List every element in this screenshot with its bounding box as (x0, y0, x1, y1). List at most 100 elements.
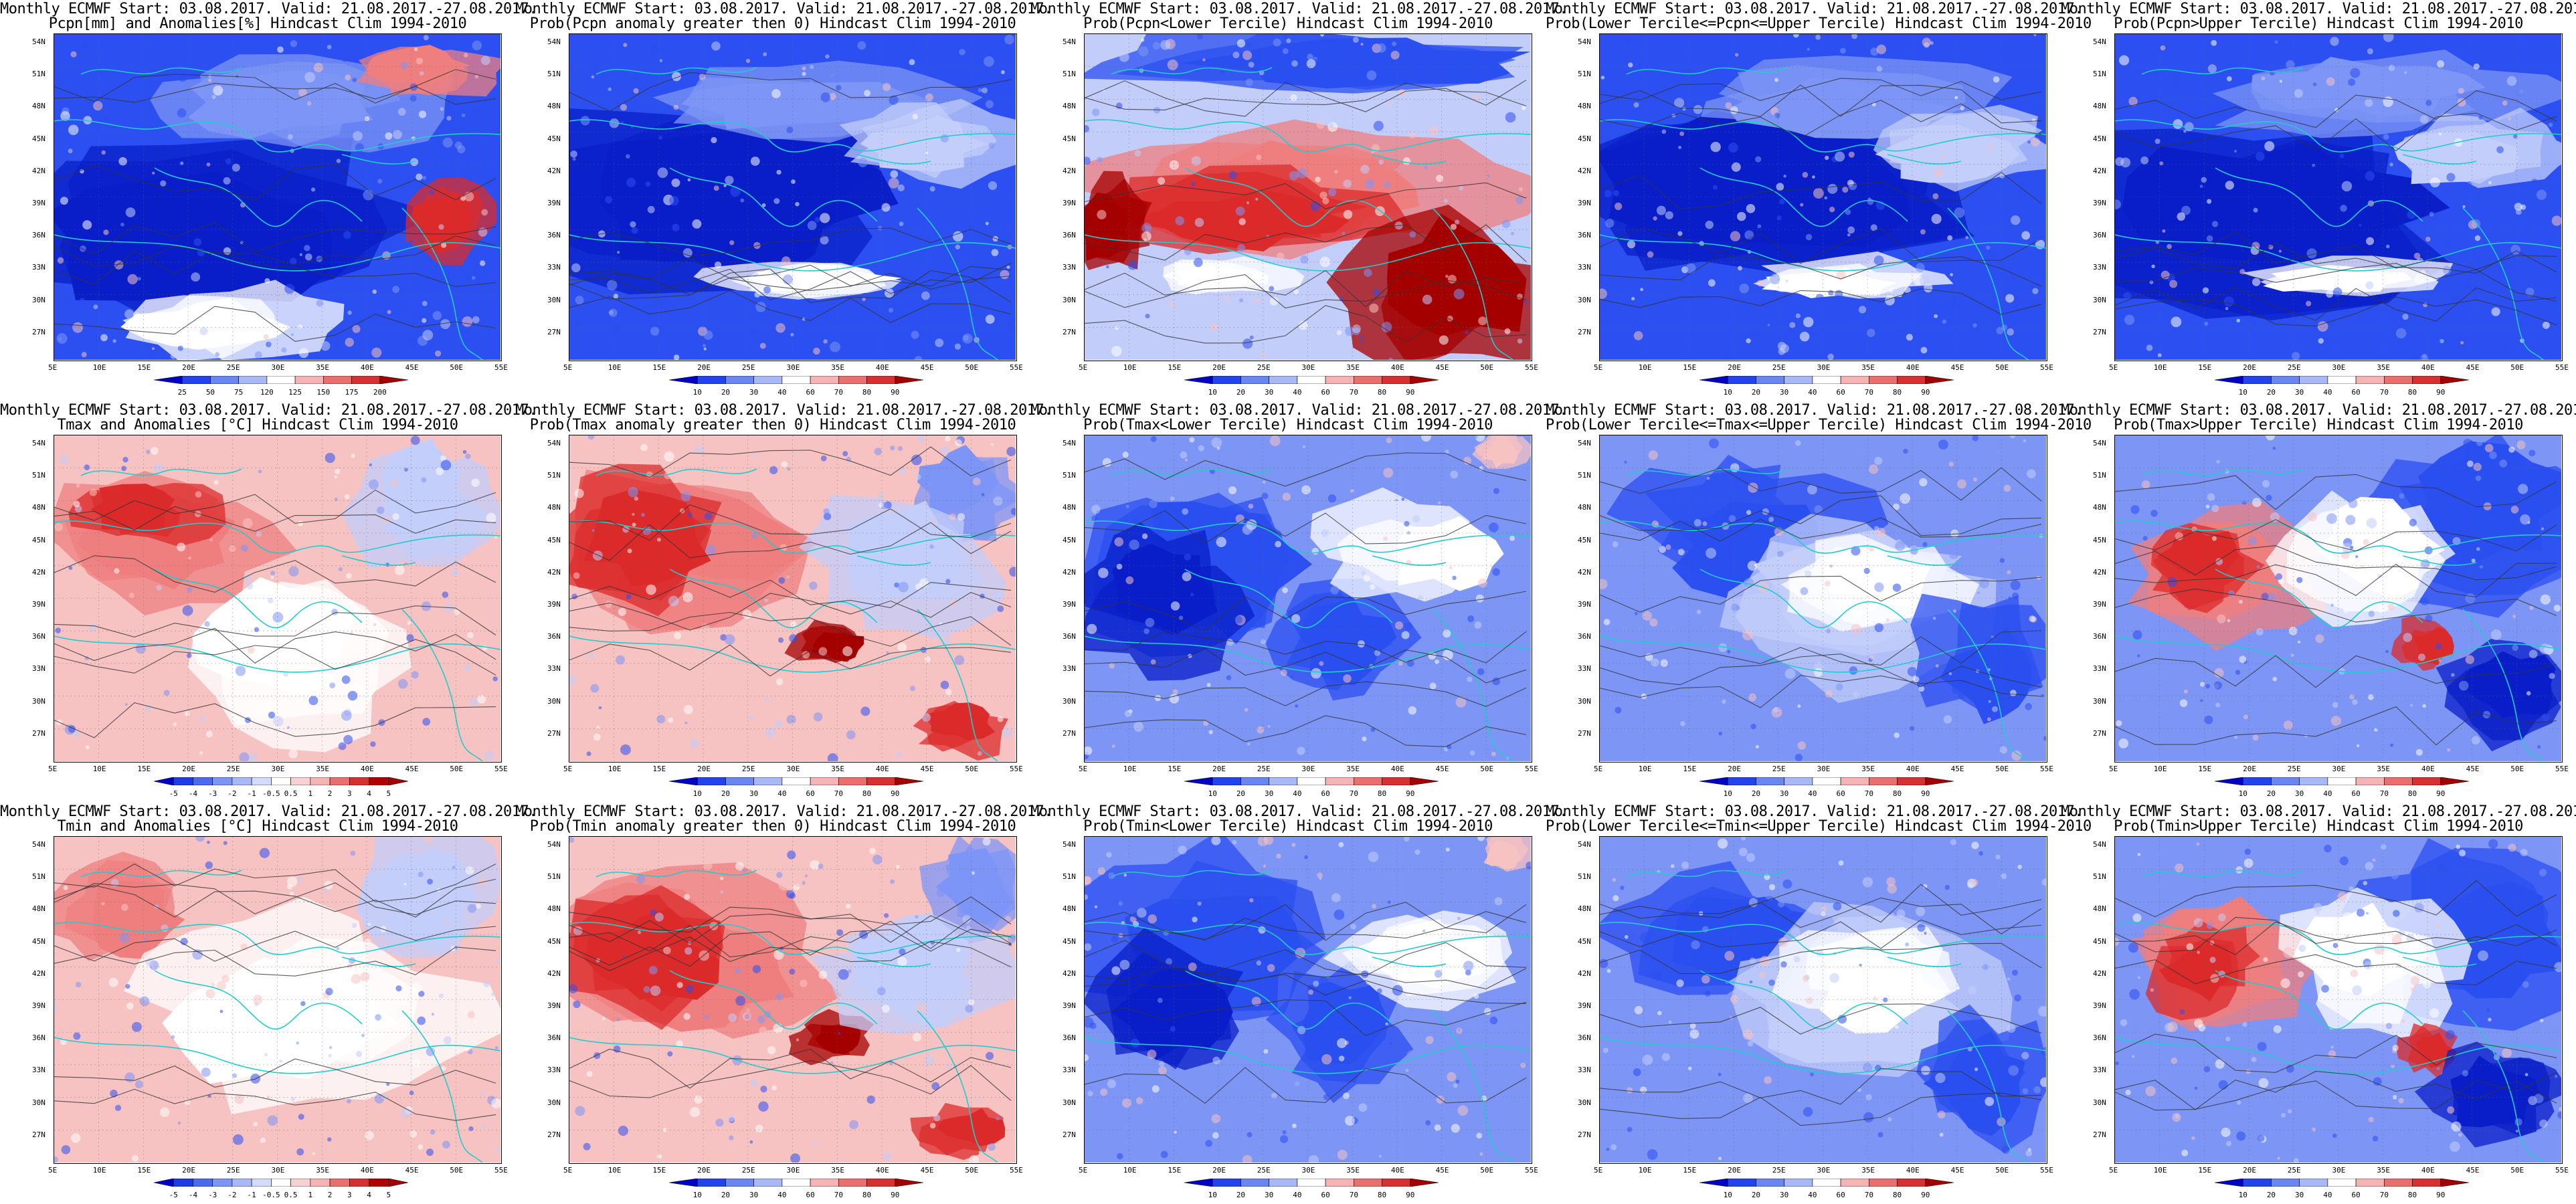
contour-line (569, 504, 1012, 541)
longitude-label: 10E (92, 363, 106, 372)
colorbar-swatch (2242, 376, 2272, 384)
coastline (401, 207, 483, 360)
coastline (80, 870, 242, 878)
latitude-label: 39N (1063, 1001, 1076, 1010)
latitude-label: 39N (1063, 199, 1076, 207)
contour-line (1600, 84, 2042, 124)
latitude-label: 42N (1063, 166, 1076, 175)
latitude-label: 48N (1063, 102, 1076, 111)
colorbar-swatch (895, 376, 923, 384)
colorbar-swatch (838, 777, 867, 785)
latitude-label: 45N (32, 134, 45, 143)
longitude-label: 20E (1212, 765, 1226, 773)
latitude-label: 33N (32, 1066, 45, 1075)
contour-line (1600, 1003, 2042, 1035)
colorbar-tick-label: -5 (169, 789, 178, 798)
colorbar-tick-label: 40 (1293, 789, 1302, 798)
panel-title-line2: Pcpn[mm] and Anomalies[%] Hindcast Clim … (48, 15, 467, 32)
colorbar-swatch (781, 1179, 811, 1187)
colorbar-swatch (1897, 1179, 1926, 1187)
colorbar-tick-label: 20 (1751, 388, 1761, 397)
longitude-label: 50E (1995, 363, 2009, 372)
colorbar-swatch (1212, 777, 1241, 785)
map-panel: Monthly ECMWF Start: 03.08.2017. Valid: … (0, 401, 537, 803)
longitude-label: 20E (2243, 765, 2256, 773)
colorbar-swatch (1925, 1179, 1954, 1187)
latitude-label: 27N (32, 327, 45, 336)
longitude-label: 25E (1772, 1166, 1786, 1175)
colorbar-swatch (1869, 777, 1898, 785)
colorbar-tick-label: 70 (2379, 388, 2389, 397)
map-panel: Monthly ECMWF Start: 03.08.2017. Valid: … (1546, 401, 2092, 803)
colorbar-tick-label: 30 (1265, 1191, 1274, 1199)
longitude-label: 50E (965, 1166, 979, 1175)
longitude-label: 20E (182, 765, 195, 773)
latitude-label: 39N (547, 600, 561, 609)
colorbar-swatch (697, 376, 726, 384)
latitude-label: 30N (1578, 696, 1591, 706)
coastline (1887, 154, 1962, 165)
longitude-label: 10E (92, 1166, 106, 1175)
contour-line (1600, 654, 2042, 688)
latitude-label: 45N (1063, 936, 1076, 946)
map-panel: Monthly ECMWF Start: 03.08.2017. Valid: … (2061, 0, 2576, 401)
map-frame (1084, 33, 1532, 361)
colorbar-swatch (1925, 777, 1954, 785)
map-canvas (2115, 34, 2561, 360)
contour-line (54, 250, 496, 288)
latitude-label: 39N (32, 199, 45, 207)
coastline (917, 1010, 998, 1163)
map-frame (54, 33, 502, 361)
colorbar-swatch (349, 777, 369, 785)
colorbar-tick-label: 80 (1377, 789, 1387, 798)
coastline (2402, 555, 2477, 566)
latitude-label: 45N (1578, 134, 1591, 143)
latitude-label: 48N (32, 904, 45, 914)
colorbar-tick-label: 70 (834, 789, 843, 798)
coastline (669, 970, 878, 1030)
coastline (1600, 234, 2046, 272)
longitude-label: 5E (1594, 1166, 1603, 1175)
longitude-label: 15E (652, 363, 666, 372)
longitude-label: 40E (2421, 1166, 2435, 1175)
coastline (2402, 957, 2477, 967)
latitude-label: 36N (1578, 1033, 1591, 1043)
latitude-label: 54N (547, 37, 561, 46)
longitude-label: 20E (1728, 363, 1741, 372)
colorbar (154, 1179, 408, 1187)
colorbar-tick-label: 40 (777, 1191, 787, 1199)
longitude-label: 5E (1594, 765, 1603, 773)
colorbar-swatch (753, 777, 783, 785)
longitude-label: 35E (1346, 363, 1360, 372)
colorbar-swatch (212, 777, 233, 785)
contour-line (569, 896, 1012, 932)
longitude-label: 50E (1995, 1166, 2009, 1175)
colorbar-tick-label: 80 (1892, 789, 1902, 798)
map-frame (1599, 33, 2047, 361)
longitude-label: 10E (1123, 1166, 1137, 1175)
map-panel: Monthly ECMWF Start: 03.08.2017. Valid: … (2061, 803, 2576, 1204)
latitude-label: 39N (1578, 600, 1591, 609)
coastline (2115, 1037, 2561, 1074)
shaded-region (2414, 1041, 2561, 1148)
longitude-label: 40E (2421, 765, 2435, 773)
latitude-label: 51N (2093, 70, 2106, 79)
coastline (669, 569, 878, 629)
contour-line (1085, 967, 1527, 989)
colorbar-tick-label: 40 (2323, 789, 2332, 798)
latitude-label: 51N (1578, 70, 1591, 79)
latitude-label: 36N (2093, 632, 2106, 641)
latitude-label: 30N (1063, 295, 1076, 304)
longitude-label: 55E (2555, 363, 2569, 372)
colorbar-swatch (895, 1179, 923, 1187)
map-canvas (1085, 34, 1531, 360)
longitude-label: 10E (1638, 363, 1652, 372)
contour-line (1085, 911, 1527, 940)
contour-line (1600, 227, 2042, 264)
longitude-label: 10E (608, 765, 622, 773)
panel-title-line1: Monthly ECMWF Start: 03.08.2017. Valid: … (0, 402, 537, 419)
colorbar-tick-label: 20 (721, 1191, 731, 1199)
latitude-label: 48N (1578, 904, 1591, 914)
contour-line (54, 605, 496, 637)
